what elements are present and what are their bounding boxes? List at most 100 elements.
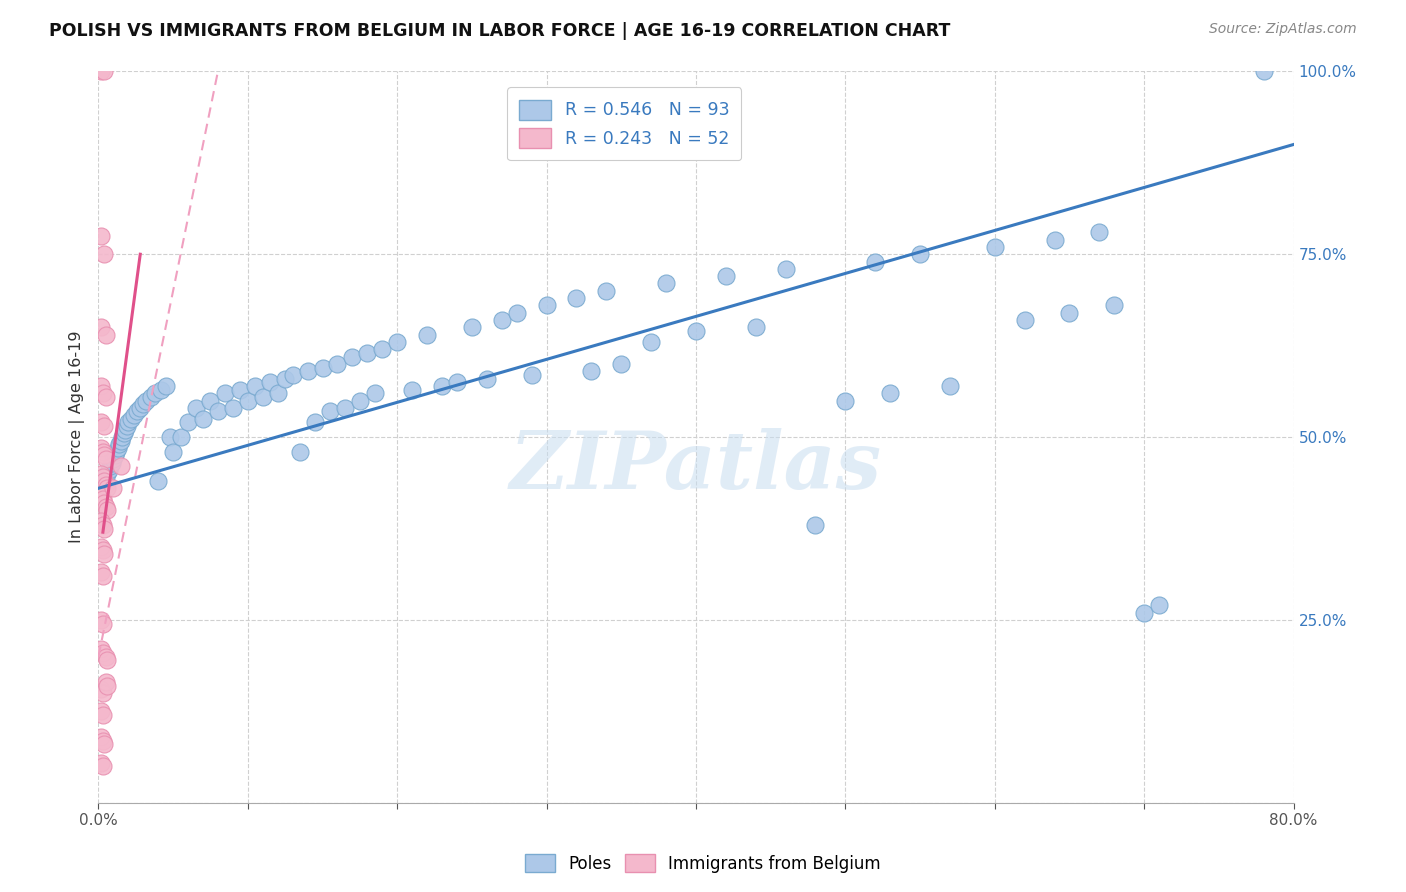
Point [104, 448, 127, 462]
Point [107, 441, 129, 455]
Point [91, 733, 114, 747]
Point [91, 543, 114, 558]
Point [356, 346, 378, 360]
Point [610, 357, 633, 371]
Point [1088, 225, 1111, 239]
Point [222, 401, 245, 415]
Point [1133, 606, 1156, 620]
Point [714, 269, 737, 284]
Point [93, 496, 115, 510]
Point [159, 430, 181, 444]
Point [385, 334, 409, 349]
Point [93, 64, 115, 78]
Point [1043, 233, 1066, 247]
Point [150, 383, 173, 397]
Point [94, 477, 117, 491]
Point [96, 679, 118, 693]
Point [97, 463, 120, 477]
Point [96, 503, 118, 517]
Point [685, 324, 707, 338]
Point [132, 397, 155, 411]
Point [110, 459, 132, 474]
Point [120, 412, 142, 426]
Point [581, 364, 603, 378]
Point [93, 737, 115, 751]
Point [93, 547, 115, 561]
Legend: Poles, Immigrants from Belgium: Poles, Immigrants from Belgium [519, 847, 887, 880]
Point [91, 470, 114, 484]
Point [371, 343, 394, 357]
Point [349, 393, 371, 408]
Point [461, 320, 484, 334]
Point [401, 383, 423, 397]
Point [595, 284, 617, 298]
Point [342, 350, 364, 364]
Point [229, 383, 252, 397]
Point [90, 228, 112, 243]
Point [90, 540, 112, 554]
Point [94, 649, 117, 664]
Point [326, 357, 349, 371]
Point [536, 298, 558, 312]
Point [90, 467, 112, 481]
Point [259, 375, 281, 389]
Point [90, 730, 112, 744]
Point [908, 247, 931, 261]
Point [90, 642, 112, 657]
Point [364, 386, 387, 401]
Point [93, 448, 115, 462]
Text: POLISH VS IMMIGRANTS FROM BELGIUM IN LABOR FORCE | AGE 16-19 CORRELATION CHART: POLISH VS IMMIGRANTS FROM BELGIUM IN LAB… [49, 22, 950, 40]
Point [491, 313, 513, 327]
Point [94, 474, 117, 488]
Point [91, 444, 114, 458]
Text: ZIPatlas: ZIPatlas [510, 427, 882, 505]
Point [90, 320, 112, 334]
Point [112, 426, 135, 441]
Point [475, 371, 498, 385]
Point [267, 386, 290, 401]
Point [297, 364, 319, 378]
Point [96, 653, 118, 667]
Point [1253, 64, 1275, 78]
Point [91, 386, 114, 401]
Y-axis label: In Labor Force | Age 16-19: In Labor Force | Age 16-19 [69, 331, 84, 543]
Point [520, 368, 543, 382]
Point [90, 489, 112, 503]
Point [939, 379, 962, 393]
Point [115, 419, 138, 434]
Point [101, 456, 124, 470]
Point [90, 682, 112, 697]
Point [103, 452, 125, 467]
Point [446, 375, 468, 389]
Point [640, 334, 662, 349]
Point [155, 379, 177, 393]
Point [804, 517, 827, 532]
Point [745, 320, 768, 334]
Point [93, 521, 115, 535]
Point [191, 412, 214, 426]
Point [245, 379, 267, 393]
Point [91, 646, 114, 660]
Point [207, 404, 229, 418]
Point [94, 327, 117, 342]
Point [90, 379, 112, 393]
Point [139, 390, 162, 404]
Point [90, 705, 112, 719]
Point [865, 254, 887, 268]
Point [135, 393, 157, 408]
Point [103, 481, 125, 495]
Point [565, 291, 588, 305]
Point [94, 390, 117, 404]
Point [430, 379, 453, 393]
Point [288, 444, 311, 458]
Point [90, 514, 112, 528]
Point [94, 500, 117, 514]
Point [214, 386, 236, 401]
Point [333, 401, 356, 415]
Point [127, 404, 149, 418]
Point [184, 401, 207, 415]
Point [177, 416, 200, 430]
Point [90, 416, 112, 430]
Point [98, 459, 122, 474]
Point [111, 430, 134, 444]
